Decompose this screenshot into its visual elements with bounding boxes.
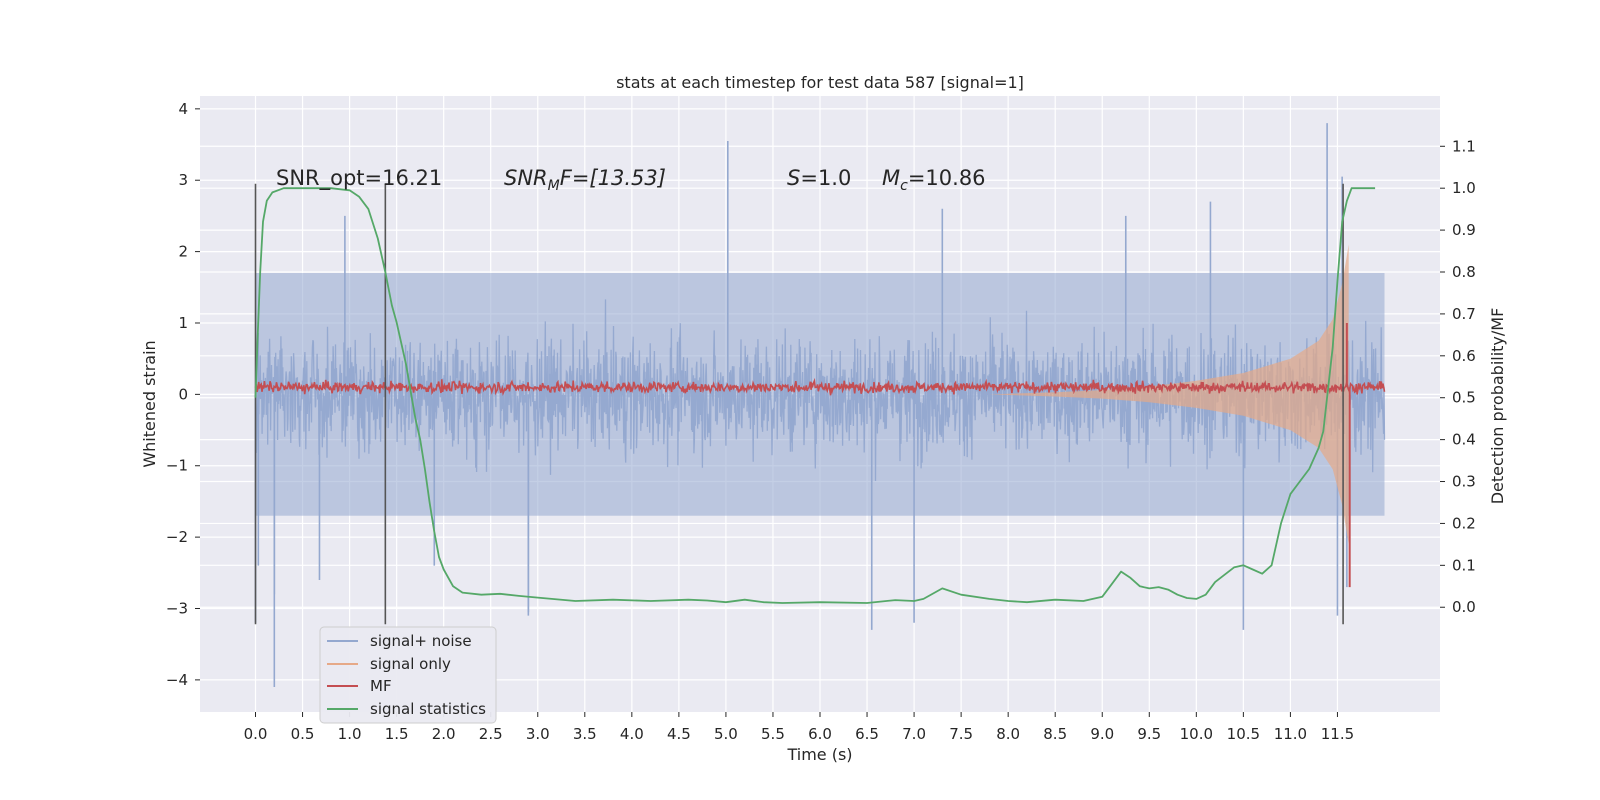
x-tick-label-9: 4.5 — [667, 725, 691, 743]
annotation-s-value: =1.0 — [800, 166, 851, 190]
x-tick-label-3: 1.5 — [385, 725, 409, 743]
x-tick-label-0: 0.0 — [244, 725, 268, 743]
y-tick-label-right-3: 0.3 — [1452, 473, 1476, 491]
x-axis-label: Time (s) — [786, 745, 852, 764]
x-tick-label-20: 10.0 — [1180, 725, 1213, 743]
series-mf — [254, 322, 1386, 588]
x-tick-label-7: 3.5 — [573, 725, 597, 743]
y-axis-label-right: Detection probability/MF — [1488, 308, 1507, 505]
y-tick-label-right-2: 0.2 — [1452, 514, 1476, 532]
x-tick-label-11: 5.5 — [761, 725, 785, 743]
x-tick-label-14: 7.0 — [902, 725, 926, 743]
y-tick-label-right-6: 0.6 — [1452, 347, 1476, 365]
annotation-snr-mf-value: F=[13.53] — [560, 166, 666, 190]
annotation-mc: Mc=10.86 — [882, 166, 986, 194]
y-tick-label-left-1: −3 — [166, 600, 188, 618]
x-tick-label-5: 2.5 — [479, 725, 503, 743]
annotation-snr-mf-subscript: M — [548, 178, 560, 194]
x-tick-label-15: 7.5 — [949, 725, 973, 743]
y-tick-label-right-4: 0.4 — [1452, 431, 1476, 449]
y-tick-label-right-8: 0.8 — [1452, 263, 1476, 281]
annotation-mc-symbol: M — [882, 166, 900, 190]
annotation-mc-subscript: c — [900, 178, 908, 194]
legend-label-signal-plus-noise: signal+ noise — [370, 632, 472, 650]
y-tick-label-left-5: 1 — [178, 314, 188, 332]
y-tick-label-left-4: 0 — [178, 385, 188, 403]
legend: signal+ noise signal only MF signal stat… — [319, 626, 497, 724]
y-tick-label-left-7: 3 — [178, 171, 188, 189]
x-tick-label-21: 10.5 — [1227, 725, 1260, 743]
annotation-snr-mf: SNRMF=[13.53] — [504, 166, 666, 194]
x-tick-label-18: 9.0 — [1090, 725, 1114, 743]
y-tick-label-right-9: 0.9 — [1452, 221, 1476, 239]
x-tick-label-8: 4.0 — [620, 725, 644, 743]
legend-label-mf: MF — [370, 677, 392, 695]
x-tick-label-23: 11.5 — [1321, 725, 1354, 743]
annotation-s-symbol: S — [787, 166, 800, 190]
mf-trace — [254, 377, 1386, 397]
y-tick-label-right-0: 0.0 — [1452, 598, 1476, 616]
y-tick-label-left-6: 2 — [178, 243, 188, 261]
y-tick-label-right-1: 0.1 — [1452, 556, 1476, 574]
legend-box — [319, 626, 497, 724]
x-tick-label-17: 8.5 — [1043, 725, 1067, 743]
x-tick-label-13: 6.5 — [855, 725, 879, 743]
chart-title: stats at each timestep for test data 587… — [616, 73, 1024, 92]
legend-label-signal-only: signal only — [370, 655, 451, 673]
x-tick-label-19: 9.5 — [1137, 725, 1161, 743]
x-axis: 0.0 0.5 1.0 1.5 2.0 2.5 3.0 3.5 4.0 4.5 5.0 5.5 6.0 6… — [244, 712, 1354, 743]
y-tick-label-left-3: −1 — [166, 457, 188, 475]
y-tick-label-left-2: −2 — [166, 528, 188, 546]
x-tick-label-22: 11.0 — [1274, 725, 1307, 743]
y-tick-label-left-8: 4 — [178, 100, 188, 118]
series-signal-statistics — [254, 187, 1376, 604]
annotation-snr-mf-symbol: SNR — [504, 166, 548, 190]
annotation-s: S=1.0 — [787, 166, 851, 190]
marker-lines — [254, 183, 1344, 625]
signal-only-envelope — [989, 244, 1349, 545]
y-tick-label-right-10: 1.0 — [1452, 179, 1476, 197]
y-axis-left: −4 −3 −2 −1 0 1 2 3 4 — [166, 100, 200, 689]
y-tick-label-right-7: 0.7 — [1452, 305, 1476, 323]
x-tick-label-16: 8.0 — [996, 725, 1020, 743]
y-tick-label-right-5: 0.5 — [1452, 389, 1476, 407]
legend-label-signal-statistics: signal statistics — [370, 700, 486, 718]
y-axis-label-left: Whitened strain — [140, 340, 159, 467]
x-tick-label-12: 6.0 — [808, 725, 832, 743]
x-tick-label-10: 5.0 — [714, 725, 738, 743]
y-tick-label-right-11: 1.1 — [1452, 137, 1476, 155]
x-tick-label-2: 1.0 — [338, 725, 362, 743]
signal-statistics-line — [254, 187, 1376, 604]
annotation-mc-value: =10.86 — [908, 166, 986, 190]
annotation-snr-opt: SNR_opt=16.21 — [276, 166, 442, 191]
x-tick-label-1: 0.5 — [291, 725, 315, 743]
x-tick-label-6: 3.0 — [526, 725, 550, 743]
x-tick-label-4: 2.0 — [432, 725, 456, 743]
y-axis-right: 0.0 0.1 0.2 0.3 0.4 0.5 0.6 0.7 0.8 0.9 1.0 1.1 — [1440, 137, 1476, 616]
y-tick-label-left-0: −4 — [166, 671, 188, 689]
series-signal-only — [989, 244, 1349, 545]
